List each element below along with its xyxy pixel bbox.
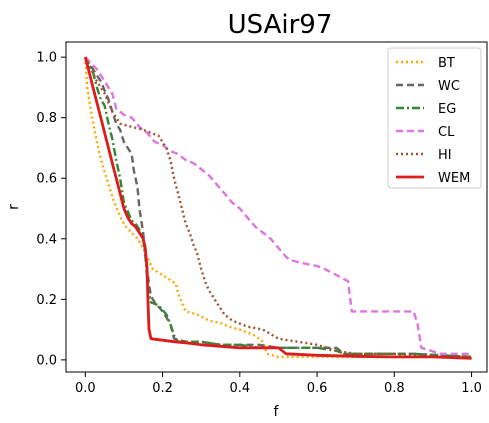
y-tick-label: 0.8	[36, 111, 57, 126]
legend-label: HI	[438, 148, 452, 163]
y-axis: 0.0 0.2 0.4 0.6 0.8 1.0	[36, 51, 66, 368]
series-line-bt	[84, 57, 472, 359]
y-axis-label: r	[6, 204, 22, 210]
x-tick-label: 0.4	[229, 381, 250, 396]
legend: BT WC EG CL HI WEM	[387, 47, 482, 189]
x-tick-label: 0.2	[152, 381, 173, 396]
y-tick-label: 0.6	[36, 172, 57, 187]
series-line-hi	[84, 56, 472, 359]
x-tick-label: 0.8	[384, 381, 405, 396]
legend-label: WC	[438, 79, 460, 94]
x-axis: 0.0 0.2 0.4 0.6 0.8 1.0	[75, 372, 482, 396]
x-tick-label: 1.0	[461, 381, 482, 396]
x-tick-label: 0.0	[75, 381, 96, 396]
legend-label: CL	[438, 125, 455, 140]
y-tick-label: 0.0	[36, 353, 57, 368]
y-tick-label: 0.4	[36, 232, 57, 247]
plot-frame	[65, 41, 488, 373]
chart-title: USAir97	[228, 10, 333, 40]
legend-box	[387, 47, 482, 189]
plot-area	[65, 41, 488, 373]
series-line-wem	[83, 56, 472, 360]
legend-label: WEM	[438, 171, 470, 186]
x-axis-label: f	[274, 404, 280, 420]
y-tick-label: 0.2	[36, 293, 57, 308]
y-tick-label: 1.0	[36, 51, 57, 66]
legend-label: BT	[438, 56, 455, 71]
series-group	[83, 56, 472, 360]
legend-label: EG	[438, 102, 456, 117]
x-tick-label: 0.6	[307, 381, 328, 396]
